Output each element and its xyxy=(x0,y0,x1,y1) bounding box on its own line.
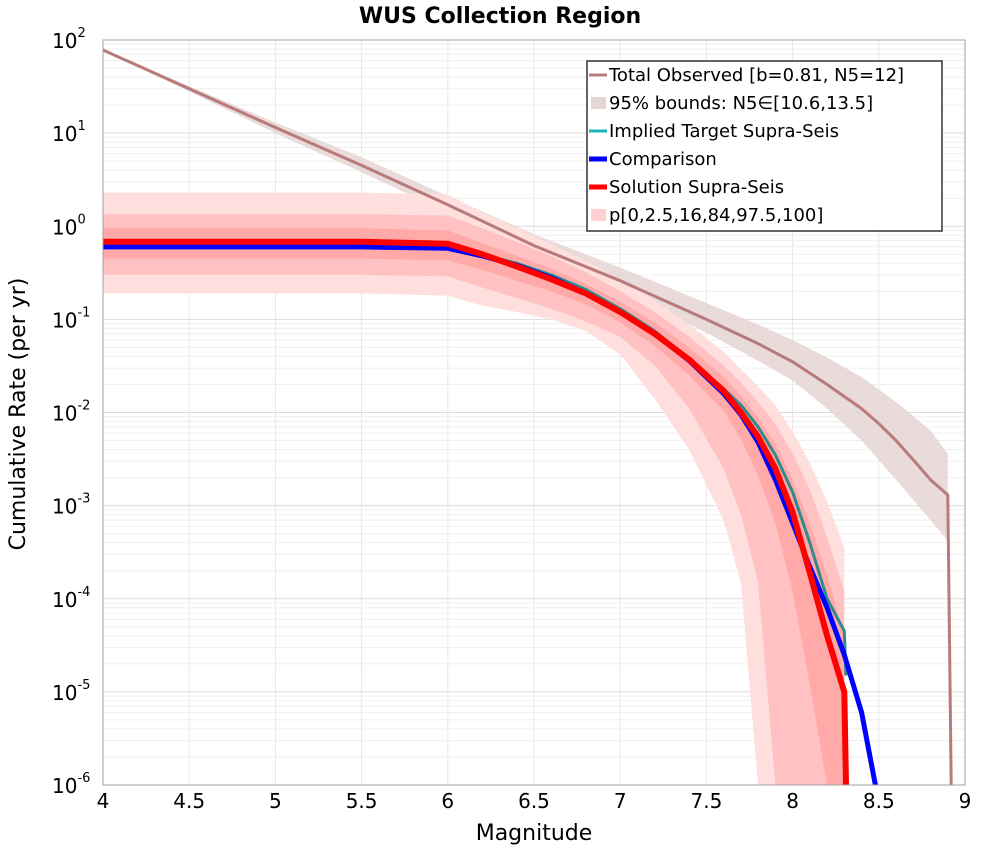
y-axis-title: Cumulative Rate (per yr) xyxy=(6,278,31,551)
x-tick-label: 9 xyxy=(959,789,972,813)
y-tick-label: 10-6 xyxy=(52,771,90,798)
legend-swatch xyxy=(591,209,606,221)
x-tick-label: 6.5 xyxy=(518,789,550,813)
x-tick-label: 8.5 xyxy=(863,789,895,813)
chart-title: WUS Collection Region xyxy=(359,4,641,29)
x-tick-label: 5 xyxy=(269,789,282,813)
x-tick-label: 7 xyxy=(614,789,627,813)
x-tick-label: 5.5 xyxy=(346,789,378,813)
x-tick-label: 8 xyxy=(786,789,799,813)
y-tick-label: 10-1 xyxy=(52,305,90,332)
x-axis-ticks: 4 4.5 5 5.5 6 6.5 7 7.5 8 8.5 9 xyxy=(97,789,972,813)
series-line-3 xyxy=(103,238,849,786)
y-axis-ticks: 10-6 10-5 10-4 10-3 10-2 10-1 100 101 102 xyxy=(52,26,90,798)
y-tick-label: 101 xyxy=(52,119,86,146)
x-tick-label: 4.5 xyxy=(173,789,205,813)
x-tick-label: 6 xyxy=(441,789,454,813)
x-tick-label: 4 xyxy=(97,789,110,813)
legend-label: 95% bounds: N5∈[10.6,13.5] xyxy=(609,93,873,114)
plot-frame xyxy=(102,39,966,786)
y-tick-label: 10-3 xyxy=(52,492,90,519)
y-tick-label: 10-5 xyxy=(52,678,90,705)
y-tick-label: 100 xyxy=(52,212,86,239)
x-axis-title: Magnitude xyxy=(476,821,593,846)
legend-label: Implied Target Supra-Seis xyxy=(609,121,839,142)
legend: Total Observed [b=0.81, N5=12] 95% bounds… xyxy=(586,60,943,232)
y-tick-label: 10-2 xyxy=(52,399,90,426)
legend-box xyxy=(586,60,943,232)
legend-label: p[0,2.5,16,84,97.5,100] xyxy=(609,205,823,226)
legend-label: Comparison xyxy=(609,149,717,170)
legend-swatch xyxy=(591,97,606,109)
legend-label: Solution Supra-Seis xyxy=(609,177,784,198)
y-tick-label: 102 xyxy=(52,26,86,53)
legend-label: Total Observed [b=0.81, N5=12] xyxy=(608,65,904,86)
y-tick-label: 10-4 xyxy=(52,585,90,612)
data-lines xyxy=(102,48,953,786)
series-line-0 xyxy=(102,48,953,786)
band-2 xyxy=(103,214,845,786)
x-tick-label: 7.5 xyxy=(690,789,722,813)
